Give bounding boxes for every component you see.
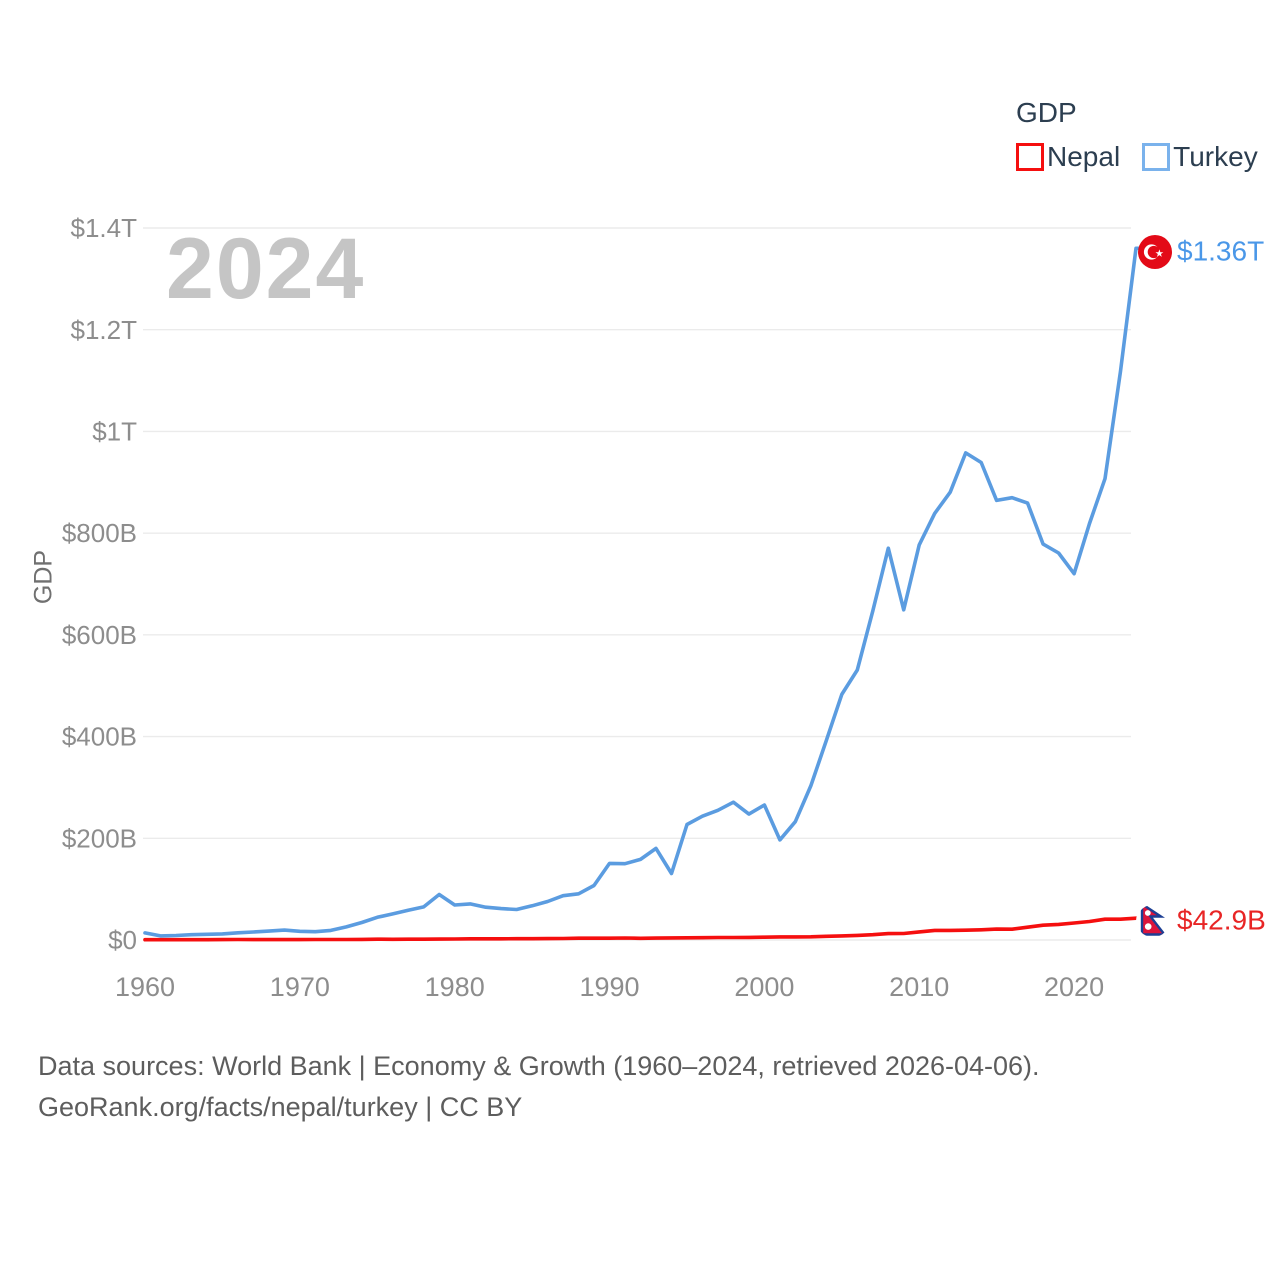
legend-label-nepal: Nepal [1047,141,1121,172]
legend-title: GDP [1016,97,1077,128]
turkey-end-value-label: $1.36T [1177,235,1265,267]
legend-row: Nepal Turkey [1016,141,1258,173]
legend: GDP Nepal Turkey [1016,97,1258,173]
x-tick-label: 2010 [889,972,949,1002]
plot-area: $0 $200B $400B $600B $800B $1T $1.2T $1.4T 1960 1… [62,213,1144,1002]
x-tick-label: 2000 [734,972,794,1002]
legend-label-turkey: Turkey [1173,141,1258,172]
y-tick-label: $1T [92,417,137,447]
x-tick-label: 1970 [270,972,330,1002]
y-tick-label: $200B [62,823,137,853]
year-watermark: 2024 [166,221,366,317]
nepal-swatch-icon [1016,143,1044,171]
y-tick-label: $1.4T [71,213,138,243]
x-tick-label: 1960 [115,972,175,1002]
nepal-gdp-line[interactable] [143,916,1144,942]
y-axis-title: GDP [29,549,58,605]
y-tick-label: $1.2T [71,315,138,345]
legend-item-nepal[interactable]: Nepal [1016,141,1120,173]
y-tick-label: $600B [62,620,137,650]
y-tick-label: $800B [62,518,137,548]
data-sources-line: Data sources: World Bank | Economy & Gro… [38,1051,1040,1081]
y-tick-label: $0 [108,925,137,955]
legend-item-turkey[interactable]: Turkey [1142,141,1258,173]
turkey-flag-icon [1138,235,1172,269]
x-tick-label: 1980 [425,972,485,1002]
turkey-gdp-line[interactable] [143,246,1144,938]
y-tick-label: $400B [62,722,137,752]
attribution-line: GeoRank.org/facts/nepal/turkey | CC BY [38,1092,523,1122]
nepal-flag-icon [1136,904,1170,938]
x-tick-label: 1990 [579,972,639,1002]
footer: Data sources: World Bank | Economy & Gro… [38,1046,1040,1128]
x-tick-label: 2020 [1044,972,1104,1002]
turkey-swatch-icon [1142,143,1171,171]
nepal-end-value-label: $42.9B [1177,904,1266,936]
